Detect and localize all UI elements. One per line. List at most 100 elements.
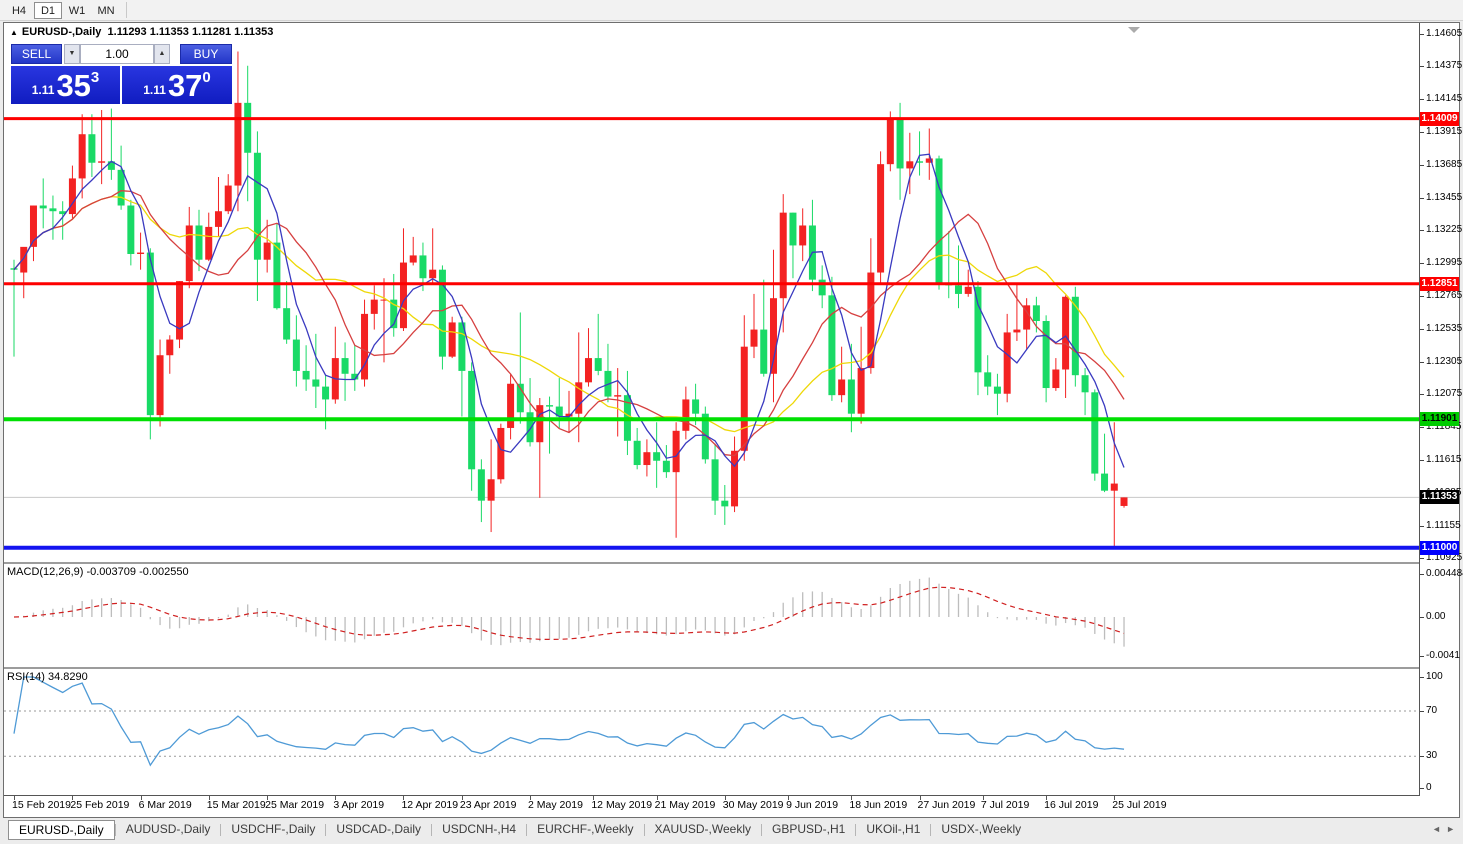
candle-body	[205, 226, 213, 260]
price-level-badge: 1.11901	[1420, 412, 1459, 427]
price-chart-pane[interactable]: ▲ EURUSD-,Daily 1.11293 1.11353 1.11281 1…	[4, 23, 1419, 562]
price-level-badge: 1.11353	[1420, 490, 1459, 505]
rsi-indicator-pane[interactable]: RSI(14) 34.8290	[4, 669, 1419, 795]
candle-body	[575, 382, 583, 414]
candle-body	[419, 255, 427, 279]
chart-tab-audusd-daily[interactable]: AUDUSD-,Daily	[125, 822, 211, 836]
volume-input[interactable]	[80, 44, 154, 64]
candle-body	[497, 427, 505, 480]
pane-separator[interactable]	[4, 562, 1459, 564]
tab-divider	[220, 824, 222, 836]
candle-body	[974, 286, 982, 373]
candle-body	[682, 399, 690, 431]
candle-body	[302, 370, 310, 380]
candle-body	[214, 211, 222, 227]
price-axis[interactable]: 1.14605 1.14375 1.14145 1.13915 1.13685 1.134…	[1420, 23, 1463, 796]
sell-price-button[interactable]: 1.11 35 3	[11, 66, 120, 104]
candle-body	[78, 134, 86, 179]
sell-button[interactable]: SELL	[11, 44, 62, 64]
price-axis-tick-label: 1.13685	[1426, 158, 1463, 170]
volume-increase-button[interactable]: ▲	[154, 44, 170, 64]
collapse-subwindow-icon[interactable]: ▲	[10, 28, 18, 37]
tab-scroll-left-icon[interactable]: ◄	[1432, 824, 1441, 834]
candle-body	[380, 299, 388, 301]
candle-body	[643, 452, 651, 466]
price-axis-tick	[1420, 460, 1424, 462]
timeframe-button-d1[interactable]: D1	[34, 2, 62, 19]
date-axis-label: 2 May 2019	[528, 799, 583, 811]
spinner-up-icon: ▲	[158, 50, 166, 57]
date-axis-label: 6 Mar 2019	[138, 799, 192, 811]
candle-body	[146, 252, 154, 416]
chart-tab-bar: ◄ ► EURUSD-,Daily AUDUSD-,Daily USDCHF-,Da…	[0, 818, 1463, 844]
pane-separator[interactable]	[4, 667, 1459, 669]
candle-body	[185, 225, 193, 282]
ma-line-5	[13, 153, 1125, 468]
candle-body	[692, 399, 700, 414]
candle-body	[653, 452, 661, 461]
date-axis-tick	[724, 796, 726, 800]
chart-tab-usdchf-daily[interactable]: USDCHF-,Daily	[231, 822, 316, 836]
date-axis-tick	[72, 796, 74, 800]
rsi-axis-tick	[1420, 710, 1424, 712]
price-level-badge: 1.12851	[1420, 276, 1459, 291]
date-axis-tick	[656, 796, 658, 800]
date-axis-label: 12 May 2019	[591, 799, 653, 811]
chart-tab-ukoil-h1[interactable]: UKOil-,H1	[866, 822, 921, 836]
candle-body	[672, 430, 680, 473]
date-axis-label: 12 Apr 2019	[401, 799, 459, 811]
price-axis-tick-label: 1.12075	[1426, 388, 1463, 400]
date-axis-tick	[140, 796, 142, 800]
price-axis-tick	[1420, 164, 1424, 166]
candle-body	[458, 322, 466, 371]
chart-tab-usdcad-daily[interactable]: USDCAD-,Daily	[336, 822, 422, 836]
chart-tab-gbpusd-h1[interactable]: GBPUSD-,H1	[772, 822, 846, 836]
candle-body	[779, 212, 787, 299]
candle-body	[935, 158, 943, 284]
date-axis-tick	[461, 796, 463, 800]
ask-price-prefix: 1.11	[143, 83, 166, 97]
price-axis-tick	[1420, 197, 1424, 199]
volume-decrease-button[interactable]: ▼	[64, 44, 80, 64]
ask-price-sup: 0	[202, 69, 211, 86]
candle-body	[925, 158, 933, 163]
date-axis-label: 25 Mar 2019	[265, 799, 325, 811]
tab-scroll-right-icon[interactable]: ►	[1446, 824, 1455, 834]
timeframe-button-w1[interactable]: W1	[68, 5, 86, 17]
timeframe-button-mn[interactable]: MN	[97, 5, 115, 17]
date-axis-label: 23 Apr 2019	[459, 799, 517, 811]
buy-button[interactable]: BUY	[180, 44, 232, 64]
date-axis-tick	[14, 796, 15, 800]
candle-body	[390, 299, 398, 329]
chart-shift-marker-icon[interactable]	[1128, 27, 1140, 33]
bid-price-sup: 3	[90, 69, 100, 86]
price-axis-tick-label: 1.14375	[1426, 60, 1463, 72]
date-axis-tick	[1114, 796, 1116, 800]
candle-body	[59, 211, 67, 215]
tab-divider	[761, 824, 762, 836]
candle-body	[818, 279, 826, 296]
chart-ohlc-values: 1.11293 1.11353 1.11281 1.11353	[107, 26, 274, 38]
date-axis-label: 18 Jun 2019	[849, 799, 908, 811]
candle-body	[88, 134, 96, 163]
candle-body	[740, 346, 748, 451]
timeframe-button-h4[interactable]: H4	[11, 5, 27, 17]
rsi-axis-tick-label: 30	[1426, 750, 1438, 762]
candle-body	[847, 379, 855, 414]
candle-body	[584, 358, 592, 383]
chart-tab-eurchf-weekly[interactable]: EURCHF-,Weekly	[537, 822, 634, 836]
macd-axis-tick	[1420, 574, 1424, 575]
candle-body	[526, 412, 534, 443]
candle-body	[1032, 305, 1040, 322]
price-axis-tick-label: 1.12765	[1426, 290, 1463, 302]
rsi-axis-tick	[1420, 677, 1424, 678]
chart-tab-xauusd-weekly[interactable]: XAUUSD-,Weekly	[654, 822, 751, 836]
chart-tab-usdcnh-h4[interactable]: USDCNH-,H4	[442, 822, 517, 836]
chart-tab-eurusd-daily[interactable]: EURUSD-,Daily	[8, 820, 115, 840]
candle-body	[20, 246, 28, 273]
buy-price-button[interactable]: 1.11 37 0	[122, 66, 232, 104]
candle-body	[536, 405, 544, 443]
macd-indicator-pane[interactable]: MACD(12,26,9) -0.003709 -0.002550	[4, 564, 1419, 667]
chart-tab-usdx-weekly[interactable]: USDX-,Weekly	[941, 822, 1022, 836]
date-axis[interactable]: 15 Feb 2019 25 Feb 2019 6 Mar 2019 15 Mar 2…	[4, 796, 1459, 817]
